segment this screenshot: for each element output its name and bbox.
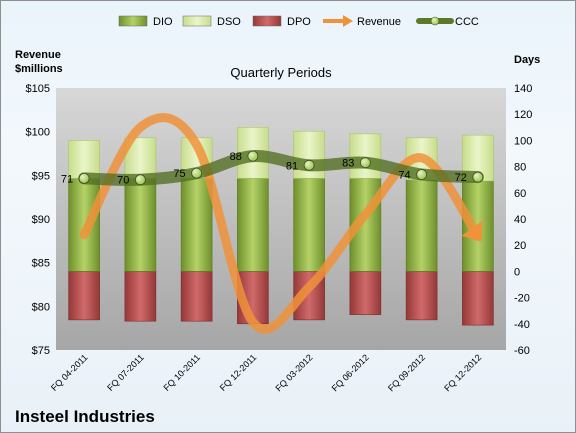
legend-item-ccc: CCC	[416, 16, 479, 28]
x-tick-label: FQ 06-2012	[330, 352, 371, 393]
ccc-marker	[303, 159, 315, 171]
dso-bar	[68, 140, 100, 179]
dio-bar	[124, 178, 157, 272]
ccc-marker	[472, 171, 484, 183]
left-axis: $75 $80 $85 $90 $95 $100 $105	[26, 83, 50, 357]
legend: DIO DSO DPO Revenue CCC	[118, 15, 479, 28]
x-tick-label: FQ 03-2012	[274, 352, 315, 393]
right-tick-label: 20	[514, 240, 526, 252]
dpo-bar	[124, 271, 157, 322]
ccc-marker	[134, 174, 146, 186]
dio-bar	[180, 178, 213, 272]
ccc-marker	[416, 169, 428, 180]
legend-label: DPO	[287, 16, 311, 28]
ccc-marker	[359, 157, 371, 169]
ccc-data-label: 88	[230, 151, 242, 163]
right-tick-label: 100	[514, 135, 532, 147]
left-tick-label: $90	[32, 214, 50, 226]
right-tick-label: 80	[514, 162, 526, 174]
right-tick-label: 40	[514, 214, 526, 226]
revenue-series	[79, 113, 483, 334]
chart-title: Quarterly Periods	[230, 65, 332, 80]
dpo-bar	[180, 271, 213, 322]
right-axis: -60 -40 -20 0 20 40 60 80 100 120 140	[514, 83, 532, 357]
right-tick-label: 60	[514, 188, 526, 200]
x-tick-label: FQ 09-2012	[386, 352, 427, 393]
x-tick-label: FQ 10-2011	[161, 352, 202, 393]
left-axis-label-line1: Revenue	[15, 49, 61, 61]
ccc-data-label: 71	[61, 173, 73, 185]
revenue-line	[79, 113, 483, 334]
ccc-marker	[78, 172, 90, 184]
legend-label: Revenue	[357, 16, 401, 28]
left-axis-label-line2: $millions	[15, 63, 63, 75]
legend-item-revenue: Revenue	[323, 15, 401, 28]
dpo-bar	[349, 271, 382, 315]
dpo-bar	[68, 271, 100, 321]
dio-bar	[405, 179, 438, 272]
legend-arrowhead	[343, 15, 353, 27]
legend-swatch	[182, 15, 212, 27]
left-tick-label: $85	[32, 258, 50, 270]
right-tick-label: 120	[514, 109, 532, 121]
dpo-bar	[462, 271, 494, 326]
x-tick-label: FQ 12-2012	[442, 352, 483, 393]
left-tick-label: $75	[32, 345, 50, 357]
legend-item-dso: DSO	[182, 15, 241, 28]
x-axis: FQ 04-2011 FQ 07-2011 FQ 10-2011 FQ 12-2011…	[49, 352, 483, 393]
ccc-data-label: 70	[117, 175, 129, 187]
right-tick-label: 0	[514, 266, 520, 278]
legend-marker	[430, 16, 440, 26]
right-tick-label: 140	[514, 83, 532, 95]
right-tick-label: -40	[514, 319, 530, 331]
dso-bar	[293, 130, 325, 179]
left-tick-label: $105	[26, 83, 50, 95]
dio-bar	[237, 178, 269, 272]
ccc-data-label: 75	[173, 168, 185, 180]
legend-swatch	[252, 15, 282, 27]
legend-label: DSO	[217, 16, 241, 28]
ccc-marker	[191, 167, 203, 179]
legend-item-dpo: DPO	[252, 15, 311, 28]
left-tick-label: $100	[26, 127, 50, 139]
plot-area	[56, 88, 506, 350]
right-axis-label: Days	[514, 54, 540, 66]
ccc-data-label: 72	[455, 172, 467, 184]
legend-label: DIO	[153, 16, 173, 28]
dso-bar	[349, 133, 382, 179]
left-tick-label: $80	[32, 301, 50, 313]
x-tick-label: FQ 12-2011	[218, 352, 259, 393]
ccc-series: 71 70 75 88 81 83 74 72	[61, 150, 484, 187]
company-name: Insteel Industries	[15, 407, 155, 426]
x-tick-label: FQ 04-2011	[49, 352, 90, 393]
right-tick-label: -60	[514, 345, 530, 357]
ccc-marker	[247, 150, 259, 162]
ccc-data-label: 74	[398, 169, 410, 181]
ccc-data-label: 81	[286, 160, 298, 172]
legend-swatch	[118, 15, 148, 27]
dio-bar	[293, 178, 325, 272]
right-tick-label: -20	[514, 293, 530, 305]
x-tick-label: FQ 07-2011	[105, 352, 146, 393]
revenue-arrowhead	[461, 220, 483, 242]
legend-label: CCC	[455, 16, 479, 28]
dpo-bar	[405, 271, 438, 321]
left-tick-label: $95	[32, 170, 50, 182]
legend-item-dio: DIO	[118, 15, 173, 28]
ccc-data-label: 83	[342, 158, 354, 170]
